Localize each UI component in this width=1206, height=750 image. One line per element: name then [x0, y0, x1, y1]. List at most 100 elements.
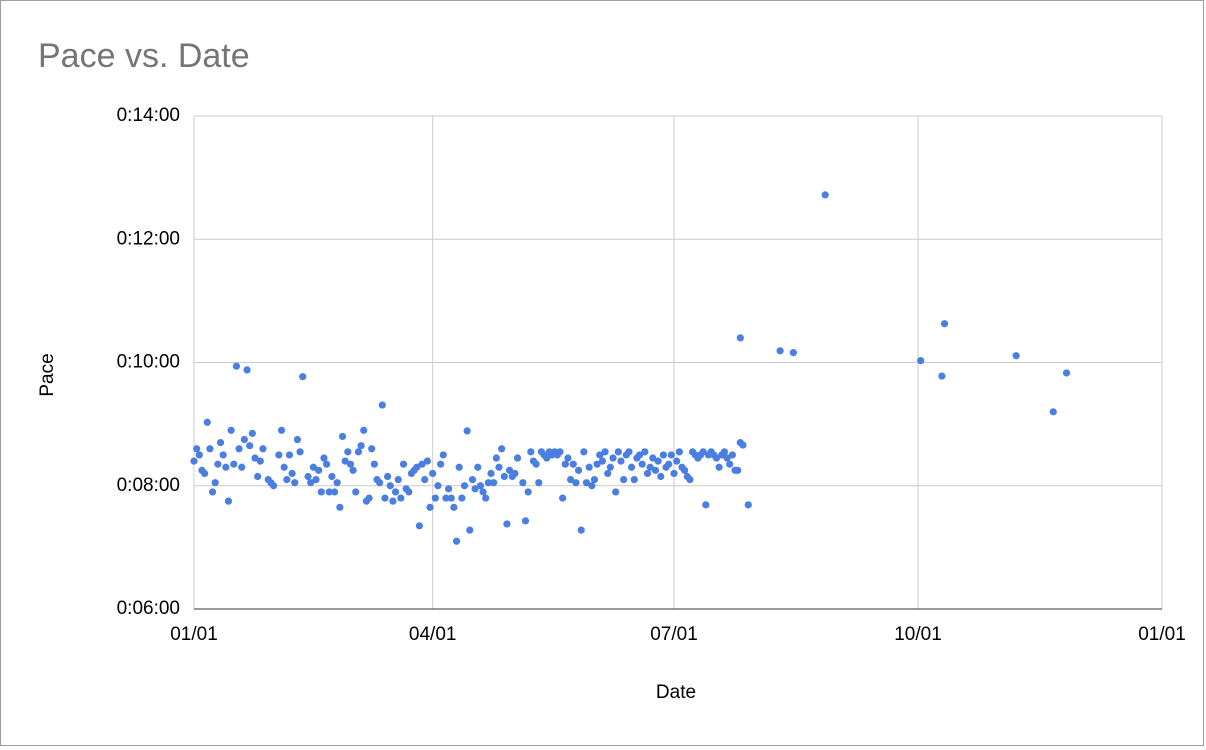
point	[1049, 408, 1057, 416]
y-tick-label: 0:12:00	[117, 228, 180, 249]
point	[490, 479, 498, 487]
x-tick-label: 01/01	[1138, 624, 1186, 645]
point	[596, 451, 604, 459]
y-tick-label: 0:08:00	[117, 475, 180, 496]
point	[275, 451, 283, 459]
point	[283, 475, 291, 484]
point	[532, 460, 540, 468]
point	[315, 466, 323, 474]
point	[789, 349, 797, 357]
point	[524, 488, 532, 496]
point	[641, 448, 649, 456]
point	[203, 418, 211, 426]
point	[625, 448, 633, 456]
point	[413, 463, 421, 471]
point	[285, 451, 294, 459]
point	[614, 448, 622, 456]
point	[712, 454, 721, 462]
point	[561, 460, 569, 468]
point	[598, 457, 607, 465]
point	[328, 472, 336, 481]
point	[280, 463, 288, 471]
point	[500, 472, 508, 481]
y-tick-label: 0:06:00	[117, 598, 180, 619]
point	[344, 448, 352, 456]
point	[360, 426, 368, 434]
point	[291, 479, 299, 487]
point	[699, 448, 707, 456]
point	[216, 439, 225, 447]
point	[620, 475, 628, 484]
point	[386, 482, 394, 490]
point	[498, 445, 506, 453]
point	[227, 426, 235, 434]
point	[646, 463, 654, 471]
point	[354, 448, 363, 456]
point	[304, 472, 312, 481]
point	[349, 466, 357, 474]
point	[715, 463, 723, 471]
point	[612, 488, 620, 496]
point	[193, 445, 201, 453]
point	[455, 463, 463, 471]
point	[593, 460, 601, 468]
point	[513, 454, 522, 462]
point	[681, 466, 689, 474]
point	[391, 488, 400, 496]
point	[293, 435, 302, 444]
point	[505, 466, 514, 474]
point	[458, 494, 466, 502]
point	[617, 457, 625, 465]
point	[259, 445, 267, 453]
point	[585, 463, 593, 471]
point	[654, 457, 662, 465]
point	[376, 479, 384, 487]
point	[635, 451, 644, 459]
point	[474, 463, 482, 471]
x-tick-label: 01/01	[170, 624, 218, 645]
point	[590, 475, 599, 484]
point	[582, 479, 591, 487]
point	[320, 454, 328, 462]
point	[296, 448, 304, 456]
point	[437, 460, 445, 468]
point	[447, 494, 455, 502]
point	[341, 457, 349, 465]
point	[230, 460, 238, 468]
point	[468, 475, 477, 484]
point	[728, 451, 736, 459]
point	[479, 488, 487, 496]
point	[466, 526, 474, 534]
point	[463, 427, 471, 435]
x-tick-label: 10/01	[894, 624, 942, 645]
point	[482, 494, 490, 502]
point	[434, 482, 442, 490]
point	[195, 451, 203, 459]
point	[675, 448, 683, 456]
point	[246, 442, 254, 450]
point	[609, 454, 617, 462]
x-tick-label: 04/01	[409, 624, 457, 645]
point	[736, 334, 744, 342]
point	[442, 494, 450, 502]
point	[251, 454, 259, 462]
point	[254, 472, 262, 481]
y-axis-label: Pace	[37, 353, 58, 396]
point	[421, 475, 429, 484]
point	[429, 469, 437, 478]
point	[566, 475, 575, 484]
point	[277, 426, 286, 434]
point	[776, 347, 784, 355]
point	[917, 357, 925, 365]
point	[423, 457, 431, 465]
point	[330, 488, 339, 496]
point	[405, 488, 413, 496]
point	[673, 457, 681, 465]
point	[224, 497, 233, 505]
point	[248, 429, 256, 437]
point	[577, 526, 585, 534]
point	[346, 460, 355, 468]
